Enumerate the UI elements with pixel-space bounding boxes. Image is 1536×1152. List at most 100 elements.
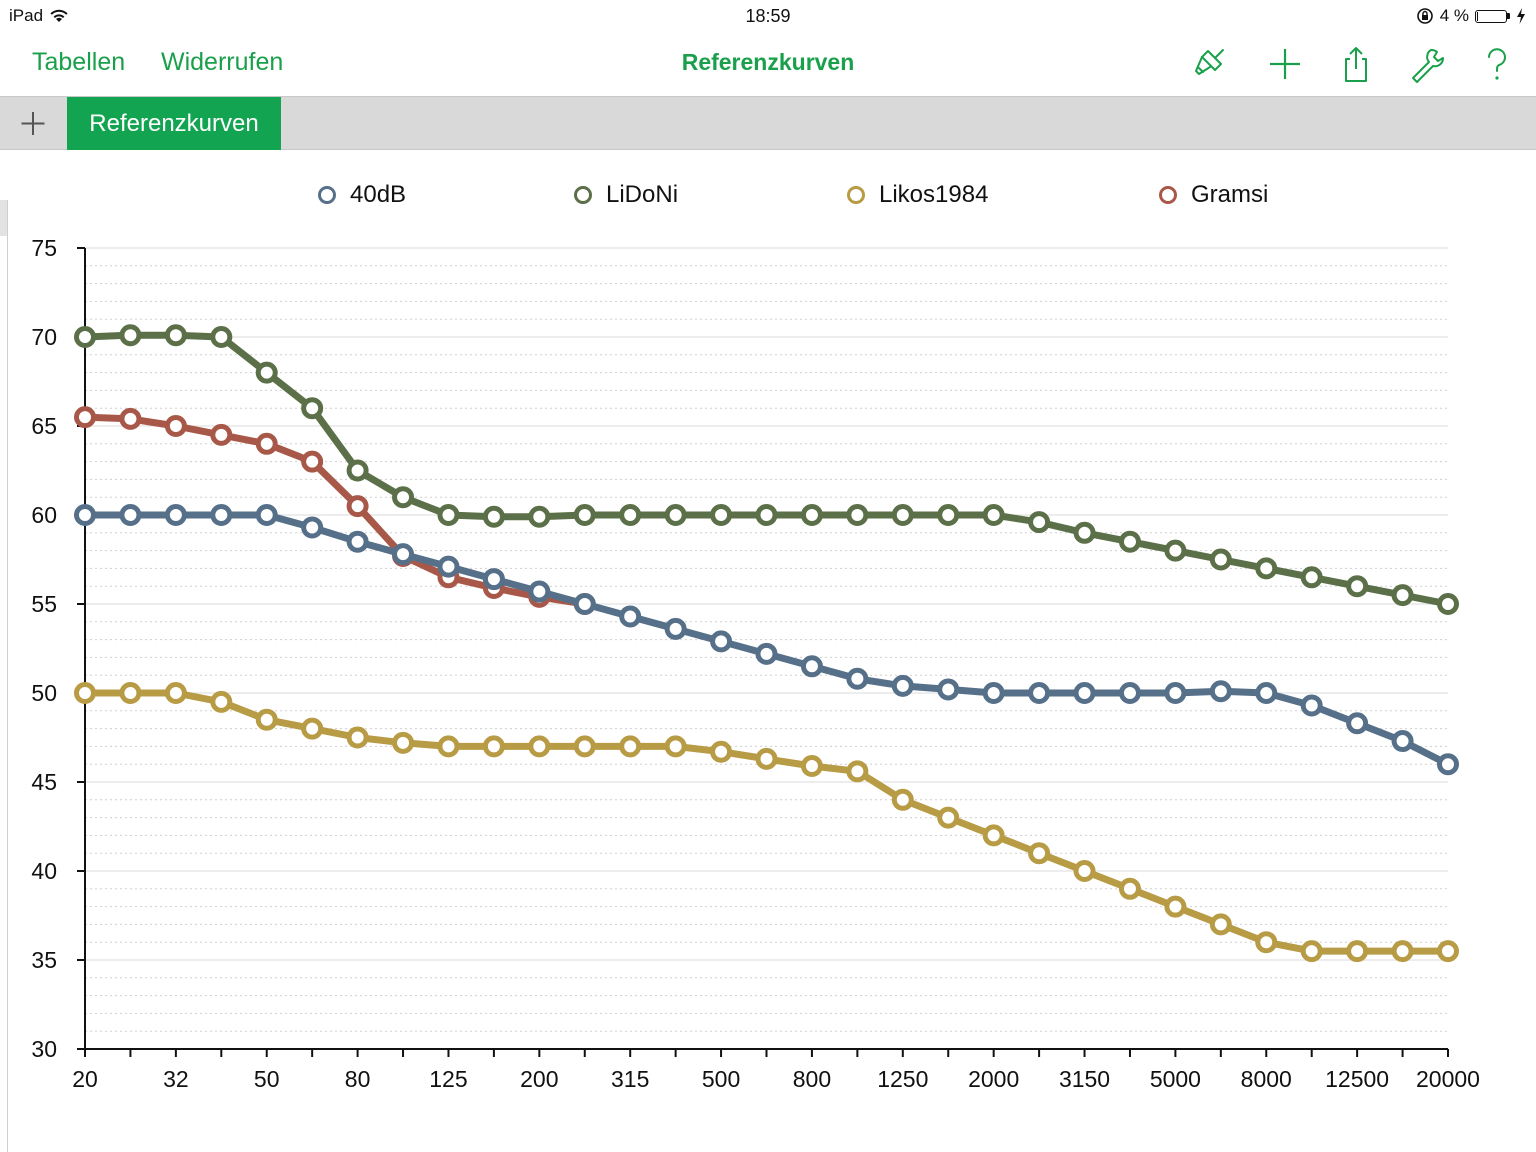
data-point-gramsi [301, 450, 324, 473]
data-point-40db [437, 555, 460, 578]
data-point-40db [710, 630, 733, 653]
data-point-lidoni [437, 504, 460, 526]
data-point-likos1984 [1209, 913, 1232, 936]
data-point-lidoni [74, 326, 96, 348]
wifi-icon [50, 9, 68, 22]
data-point-40db [1164, 682, 1187, 704]
data-point-likos1984 [1346, 940, 1369, 963]
data-point-gramsi [74, 406, 96, 429]
data-point-40db [1346, 712, 1369, 735]
device-name: iPad [9, 6, 44, 25]
data-point-gramsi [255, 432, 278, 455]
data-point-lidoni [846, 504, 869, 526]
data-point-likos1984 [164, 682, 187, 704]
data-point-lidoni [346, 459, 369, 482]
orientation-lock-icon [1416, 8, 1433, 24]
data-point-lidoni [664, 504, 687, 526]
legend-marker-40db [318, 186, 336, 204]
data-point-lidoni [1346, 575, 1369, 598]
data-point-likos1984 [119, 682, 142, 704]
y-tick-label: 45 [31, 769, 57, 795]
data-point-lidoni [164, 324, 187, 347]
x-tick-label: 32 [163, 1066, 189, 1092]
x-tick-label: 50 [254, 1066, 280, 1092]
data-point-40db [1028, 682, 1051, 704]
data-point-40db [119, 504, 142, 526]
data-point-40db [482, 568, 505, 591]
data-point-likos1984 [346, 726, 369, 749]
data-point-lidoni [528, 505, 551, 528]
sheet-tab-bar: Referenzkurven [0, 96, 1536, 150]
data-point-likos1984 [664, 735, 687, 758]
data-point-40db [1255, 682, 1278, 704]
document-title-container: Referenzkurven [0, 49, 1536, 76]
data-point-likos1984 [255, 708, 278, 731]
app-toolbar: Tabellen Widerrufen Referenzkurven [0, 32, 1536, 96]
data-point-likos1984 [937, 806, 960, 829]
legend-item-gramsi: Gramsi [1159, 178, 1268, 212]
document-title[interactable]: Referenzkurven [681, 49, 855, 75]
data-point-40db [982, 682, 1005, 704]
wrench-icon[interactable] [1407, 44, 1447, 84]
data-point-40db [800, 655, 823, 678]
data-point-40db [346, 530, 369, 553]
y-tick-label: 65 [31, 413, 57, 439]
legend-marker-lidoni [574, 186, 592, 204]
data-point-40db [846, 667, 869, 690]
data-point-lidoni [755, 504, 778, 526]
x-tick-label: 3150 [1059, 1066, 1110, 1092]
data-point-40db [1437, 753, 1459, 776]
format-brush-icon[interactable] [1190, 44, 1230, 84]
data-point-40db [1391, 730, 1414, 753]
data-point-likos1984 [1028, 842, 1051, 865]
data-point-likos1984 [1255, 931, 1278, 954]
data-point-likos1984 [800, 754, 823, 777]
data-point-40db [1209, 680, 1232, 703]
x-tick-label: 80 [345, 1066, 371, 1092]
x-tick-label: 125 [429, 1066, 467, 1092]
plus-icon[interactable] [1265, 44, 1305, 84]
tables-button[interactable]: Tabellen [32, 48, 126, 76]
add-sheet-button[interactable] [0, 97, 66, 149]
legend-item-40db: 40dB [318, 178, 406, 212]
data-point-likos1984 [846, 760, 869, 783]
data-point-lidoni [1437, 593, 1459, 615]
data-point-lidoni [1209, 548, 1232, 571]
data-point-40db [210, 504, 233, 526]
legend-marker-likos1984 [847, 186, 865, 204]
data-point-likos1984 [1118, 877, 1141, 900]
data-point-likos1984 [1300, 940, 1323, 963]
legend-label-lidoni: LiDoNi [606, 181, 679, 208]
x-tick-label: 200 [520, 1066, 558, 1092]
data-point-40db [1300, 694, 1323, 717]
help-icon[interactable] [1477, 44, 1517, 84]
y-tick-label: 40 [31, 858, 57, 884]
status-time: 18:59 [745, 6, 791, 26]
data-point-likos1984 [755, 747, 778, 770]
data-point-40db [1118, 682, 1141, 704]
data-point-40db [937, 678, 960, 701]
status-bar: iPad 18:59 4 % [0, 0, 1536, 32]
data-point-likos1984 [982, 824, 1005, 847]
data-point-gramsi [164, 415, 187, 437]
share-icon[interactable] [1336, 44, 1376, 84]
data-point-likos1984 [528, 735, 551, 758]
data-point-40db [164, 504, 187, 526]
y-tick-label: 60 [31, 502, 57, 528]
data-point-lidoni [119, 324, 142, 347]
battery-fill [1477, 11, 1478, 21]
data-point-lidoni [301, 397, 324, 420]
data-point-gramsi [210, 423, 233, 446]
data-point-lidoni [982, 504, 1005, 526]
data-point-lidoni [210, 326, 233, 348]
data-point-likos1984 [573, 735, 596, 758]
data-point-likos1984 [482, 735, 505, 758]
data-point-40db [301, 516, 324, 539]
data-point-likos1984 [74, 682, 96, 704]
undo-button[interactable]: Widerrufen [161, 48, 284, 76]
series-line-lidoni [81, 331, 1452, 608]
tab-referenzkurven[interactable]: Referenzkurven [67, 97, 281, 150]
y-tick-label: 70 [31, 324, 57, 350]
x-tick-label: 800 [793, 1066, 831, 1092]
